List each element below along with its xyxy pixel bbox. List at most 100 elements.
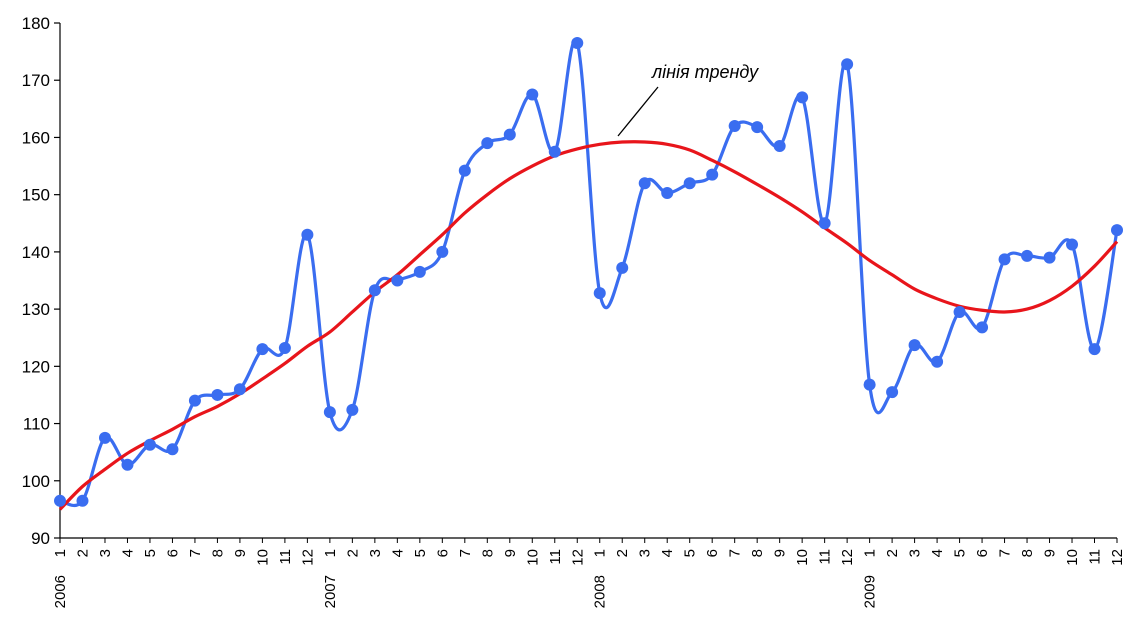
y-tick-label: 150 [22, 186, 50, 205]
series-layer [54, 37, 1123, 511]
data-point [1043, 251, 1056, 264]
y-tick-label: 110 [23, 415, 50, 434]
data-point [908, 339, 921, 352]
data-point [661, 186, 674, 199]
x-tick-label: 9 [232, 549, 249, 557]
data-point [233, 383, 246, 396]
data-point [976, 321, 989, 334]
data-point [98, 431, 111, 444]
data-point [548, 145, 561, 158]
data-point [76, 494, 89, 507]
data-point [728, 120, 741, 132]
x-tick-label: 1 [592, 549, 609, 557]
data-point [211, 388, 224, 401]
data-point [54, 494, 66, 507]
x-tick-label: 6 [434, 549, 451, 557]
data-point [413, 265, 426, 278]
x-tick-label: 4 [659, 549, 676, 557]
data-point [998, 253, 1011, 266]
annotation-leader-line [617, 86, 659, 137]
data-point [593, 287, 606, 300]
data-point [1111, 224, 1123, 237]
y-axis: 90 100 110 120 130 140 150 160 170 180 [22, 14, 61, 548]
x-tick-label: 11 [547, 549, 564, 565]
data-point [143, 438, 156, 451]
x-tick-label: 2 [884, 549, 901, 557]
x-year-label: 2006 [52, 575, 69, 608]
x-tick-label: 5 [682, 549, 699, 557]
data-point [886, 386, 899, 399]
data-series-line [59, 38, 1119, 508]
data-point [166, 443, 179, 456]
data-point [953, 305, 966, 318]
data-point [391, 274, 404, 287]
x-tick-label: 3 [367, 549, 384, 557]
x-tick-label: 12 [1109, 549, 1125, 566]
x-tick-label: 9 [1042, 549, 1059, 557]
x-tick-label: 4 [119, 549, 136, 557]
x-tick-label: 5 [142, 549, 159, 557]
data-point [323, 406, 336, 419]
data-point [503, 128, 516, 141]
y-tick-label: 160 [22, 128, 50, 147]
data-point [638, 177, 651, 190]
data-point [1066, 238, 1079, 251]
x-tick-label: 3 [637, 549, 654, 557]
y-tick-label: 180 [22, 14, 50, 33]
x-tick-label: 4 [929, 549, 946, 557]
data-point [931, 355, 944, 368]
x-tick-label: 10 [794, 549, 811, 566]
data-point [256, 343, 269, 356]
data-point [436, 245, 449, 258]
x-tick-label: 12 [299, 549, 316, 566]
x-tick-label: 7 [187, 549, 204, 557]
x-tick-label: 5 [952, 549, 969, 557]
data-point [1021, 249, 1034, 262]
data-point [301, 228, 314, 241]
x-tick-label: 8 [209, 549, 226, 557]
data-point [1088, 343, 1101, 356]
x-tick-label: 7 [727, 549, 744, 557]
x-tick-label: 11 [277, 549, 294, 565]
x-tick-label: 8 [749, 549, 766, 557]
data-point [481, 137, 494, 150]
x-tick-label: 3 [97, 549, 114, 557]
x-tick-label: 7 [997, 549, 1014, 557]
data-point [683, 177, 696, 190]
data-point [458, 164, 471, 177]
x-tick-label: 2 [344, 549, 361, 557]
data-point [751, 121, 764, 134]
data-point [841, 58, 854, 71]
annotation-layer: лінія тренду [617, 62, 759, 137]
x-tick-label: 11 [817, 549, 834, 565]
x-tick-label: 10 [524, 549, 541, 566]
x-tick-label: 12 [839, 549, 856, 566]
trend-series-line [58, 140, 1119, 511]
x-tick-label: 2 [614, 549, 631, 557]
data-point [188, 394, 201, 407]
y-tick-label: 120 [22, 357, 50, 376]
data-point [773, 140, 786, 153]
x-tick-label: 6 [704, 549, 721, 557]
data-point [863, 378, 876, 391]
data-point [121, 458, 134, 471]
x-tick-label: 10 [254, 549, 271, 566]
x-tick-label: 7 [457, 549, 474, 557]
x-tick-label: 3 [907, 549, 924, 557]
x-tick-label: 8 [479, 549, 496, 557]
x-tick-label: 6 [164, 549, 181, 557]
data-point [278, 342, 291, 355]
x-tick-label: 6 [974, 549, 991, 557]
x-tick-label: 9 [502, 549, 519, 557]
x-tick-label: 9 [772, 549, 789, 557]
x-year-label: 2008 [592, 575, 609, 608]
y-tick-label: 170 [22, 71, 50, 90]
y-tick-label: 100 [22, 472, 50, 491]
x-tick-label: 4 [389, 549, 406, 557]
data-point [818, 217, 831, 230]
data-point [706, 168, 719, 181]
data-point [368, 284, 381, 297]
data-point [571, 37, 584, 50]
x-tick-label: 8 [1019, 549, 1036, 557]
